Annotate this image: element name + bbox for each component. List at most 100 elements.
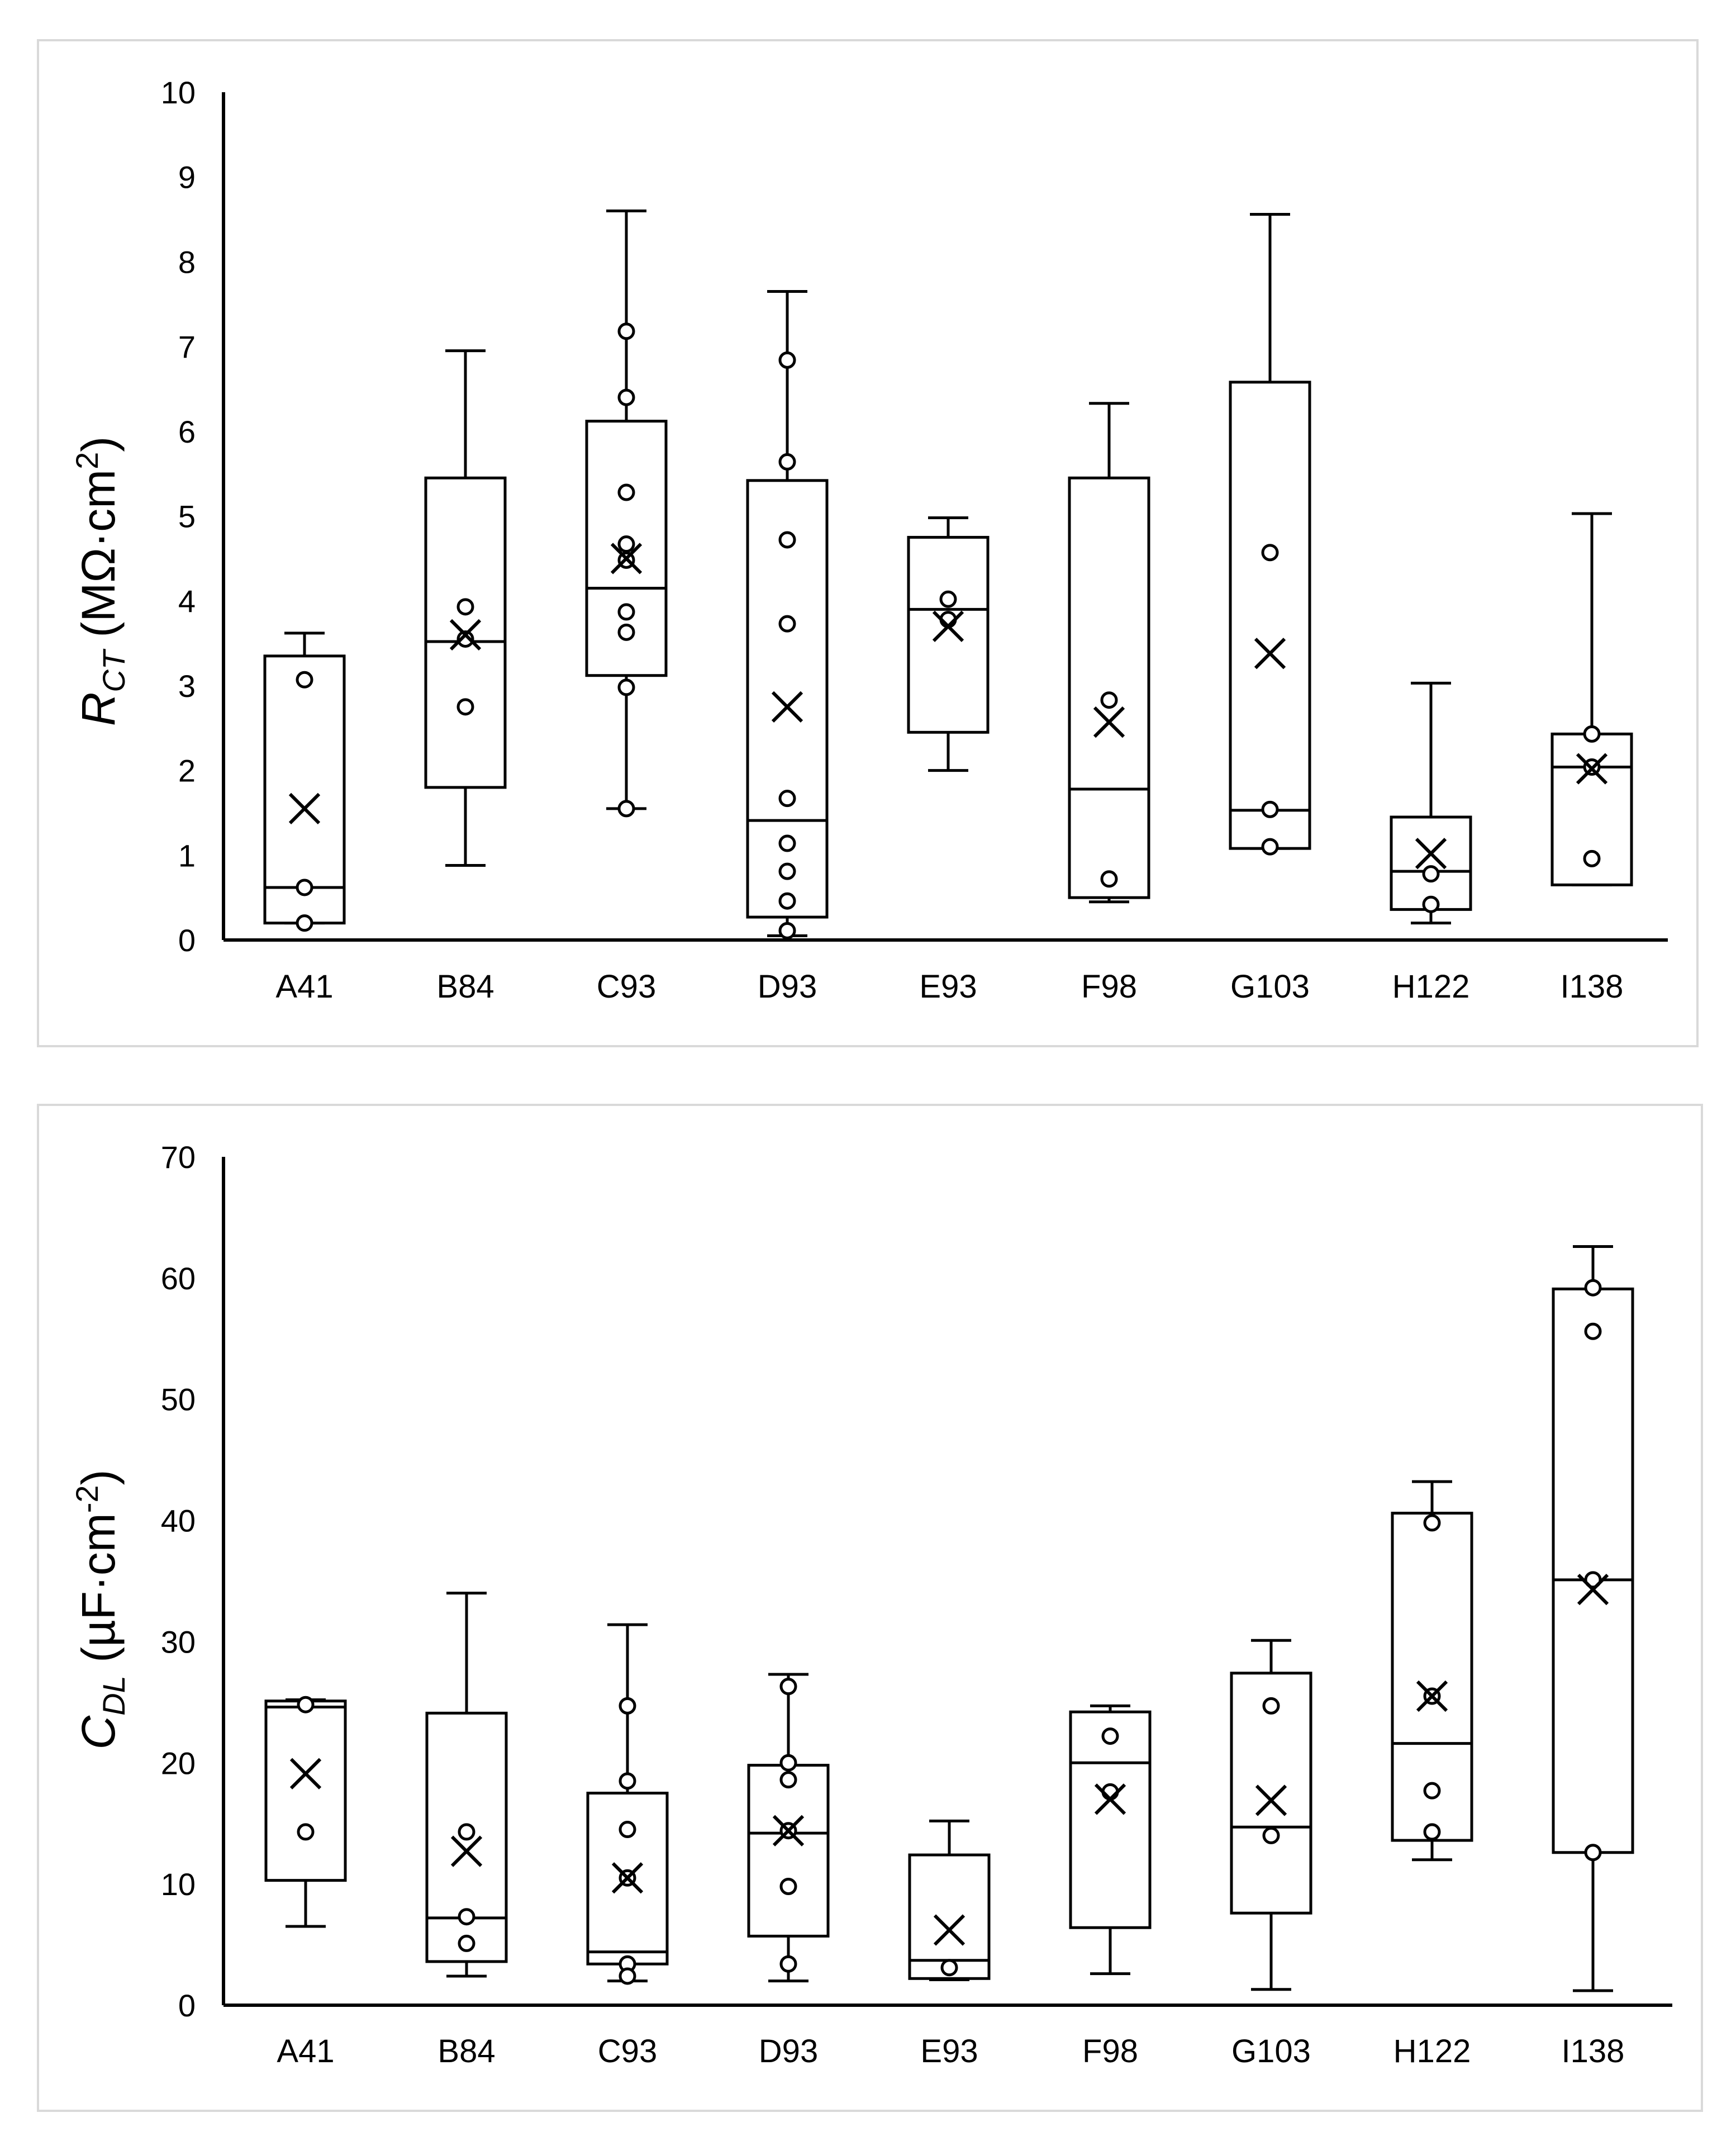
y-tick-label: 40	[161, 1503, 196, 1539]
mean-marker-stroke	[289, 1758, 322, 1789]
mean-marker-stroke	[449, 619, 482, 651]
data-point	[778, 892, 796, 910]
data-point	[617, 623, 635, 641]
data-point	[778, 790, 796, 808]
y-axis-subscript: DL	[96, 1675, 131, 1716]
y-axis-unit: (MΩ·cm	[72, 469, 125, 651]
mean-marker-stroke	[772, 1815, 805, 1846]
data-point	[456, 698, 474, 716]
data-point	[296, 879, 313, 896]
mean-marker	[1577, 1574, 1609, 1606]
mean-marker	[289, 1758, 322, 1789]
mean-marker-stroke	[450, 1835, 483, 1867]
data-point	[617, 603, 635, 621]
mean-marker-stroke	[1255, 1784, 1287, 1816]
data-point	[778, 615, 796, 633]
x-category-label: F98	[1082, 2033, 1138, 2069]
box-i138	[1550, 512, 1633, 886]
x-category-label: I138	[1561, 969, 1624, 1005]
data-point	[1261, 800, 1279, 818]
mean-marker-stroke	[1093, 706, 1125, 738]
data-point	[458, 1934, 475, 1952]
data-point	[296, 914, 313, 932]
iqr-box	[1069, 1710, 1152, 1929]
mean-marker-stroke	[1254, 638, 1286, 670]
box-b84	[425, 1592, 508, 1978]
box-b84	[424, 349, 507, 867]
mean-marker-stroke	[288, 792, 321, 824]
data-point	[940, 1959, 958, 1977]
data-point	[779, 1754, 797, 1772]
data-point	[1584, 1279, 1602, 1297]
data-point	[1100, 691, 1118, 709]
data-point	[617, 678, 635, 696]
data-point	[297, 1696, 315, 1713]
y-axis-title: CDL (µF·cm-2)	[69, 1469, 131, 1749]
data-point	[778, 453, 796, 471]
mean-marker	[288, 792, 321, 824]
data-point	[1423, 1514, 1441, 1532]
iqr-box	[264, 1699, 347, 1882]
data-point	[1261, 838, 1279, 856]
y-tick-label: 0	[178, 923, 196, 958]
mean-marker-stroke	[610, 543, 643, 575]
data-point	[456, 630, 474, 648]
x-category-label: E93	[920, 2033, 978, 2069]
mean-marker-stroke	[1576, 753, 1608, 785]
y-axis-symbol: C	[72, 1715, 125, 1750]
mean-marker	[1576, 753, 1608, 785]
y-tick-label: 4	[178, 583, 196, 619]
mean-marker	[1255, 1784, 1287, 1816]
box-d93	[747, 1673, 830, 1983]
x-category-label: B84	[436, 969, 494, 1005]
box-i138	[1552, 1245, 1634, 1992]
y-axis-unit-sup: -2	[69, 1485, 104, 1513]
data-point	[458, 1823, 475, 1841]
mean-marker-stroke	[611, 1862, 644, 1894]
data-point	[619, 1697, 636, 1715]
data-point	[617, 388, 635, 406]
y-axis-unit: (µF·cm	[72, 1513, 125, 1675]
x-category-label: D93	[759, 2033, 818, 2069]
iqr-box	[263, 654, 346, 925]
box-a41	[264, 1696, 347, 1928]
data-point	[456, 598, 474, 616]
data-point	[1583, 725, 1601, 743]
y-tick-label: 30	[161, 1624, 196, 1659]
data-point	[778, 351, 796, 369]
data-point	[297, 1823, 315, 1841]
y-tick-label: 9	[178, 160, 196, 195]
data-point	[778, 862, 796, 880]
cdl-boxplot-panel: CDL (µF·cm-2) 0 10 20 30 40 50 60 70 A41 B84 C93 D9…	[37, 1104, 1703, 2112]
data-point	[779, 1678, 797, 1696]
data-point	[1261, 544, 1279, 562]
y-axis-subscript: CT	[96, 648, 131, 692]
data-point	[1262, 1697, 1280, 1715]
data-point	[1100, 870, 1118, 888]
mean-marker-stroke	[1577, 1574, 1609, 1606]
data-point	[1584, 1844, 1602, 1862]
x-category-label: G103	[1231, 2033, 1311, 2069]
y-tick-label: 6	[178, 414, 196, 449]
data-point	[1423, 1782, 1441, 1800]
iqr-box	[1229, 381, 1311, 850]
mean-marker	[1093, 706, 1125, 738]
data-point	[779, 1877, 797, 1895]
y-tick-label: 5	[178, 499, 196, 534]
y-tick-label: 60	[161, 1261, 196, 1296]
box-f98	[1069, 1704, 1152, 1976]
iqr-box	[908, 1853, 991, 1980]
data-point	[619, 1821, 636, 1839]
box-c93	[586, 1623, 669, 1985]
y-axis-symbol: R	[72, 692, 125, 727]
x-category-label: E93	[919, 969, 977, 1005]
data-point	[617, 483, 635, 501]
y-tick-label: 10	[161, 1867, 196, 1902]
y-tick-label: 8	[178, 244, 196, 279]
x-category-label: C93	[598, 2033, 657, 2069]
y-axis-unit-end: )	[72, 436, 125, 452]
y-axis-unit-end: )	[72, 1469, 125, 1485]
box-h122	[1391, 1480, 1473, 1862]
